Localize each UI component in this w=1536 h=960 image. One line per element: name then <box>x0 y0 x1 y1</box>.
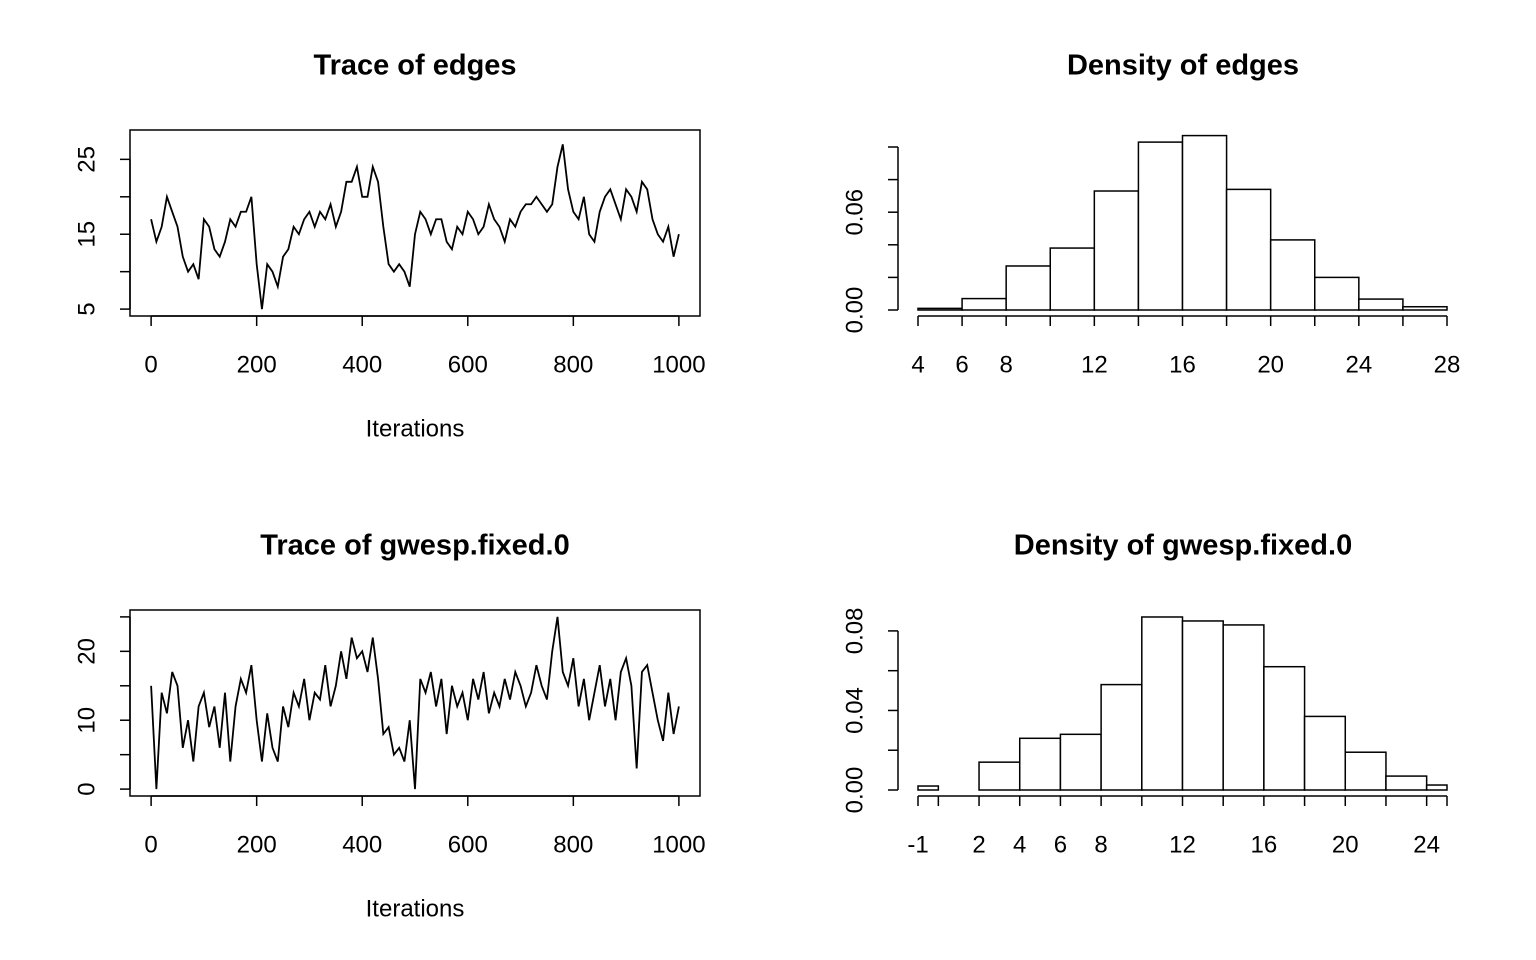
y-tick-label: 5 <box>73 302 100 315</box>
y-tick-label: 20 <box>73 638 100 665</box>
bar <box>978 761 1021 791</box>
bar <box>1358 298 1404 311</box>
x-tick-label: 24 <box>1345 351 1372 378</box>
y-tick-label: 10 <box>73 707 100 734</box>
y-tick-label: 0 <box>73 782 100 795</box>
plot-box <box>129 129 701 317</box>
bar <box>1303 715 1347 791</box>
bar <box>1049 247 1096 311</box>
chart-title: Density of gwesp.fixed.0 <box>1014 530 1352 562</box>
bar <box>1059 733 1102 791</box>
x-tick-label: 28 <box>1434 351 1461 378</box>
x-tick-label: 20 <box>1257 351 1284 378</box>
y-tick-label: 0.04 <box>841 687 868 734</box>
chart-title: Trace of gwesp.fixed.0 <box>260 530 569 562</box>
bar <box>917 785 940 791</box>
bar <box>1402 305 1448 311</box>
bar <box>1314 276 1360 311</box>
x-tick-label: 8 <box>999 351 1012 378</box>
bar <box>1181 134 1228 311</box>
bar <box>1137 141 1184 311</box>
x-tick-label: 12 <box>1081 351 1108 378</box>
x-tick-label: 0 <box>144 831 157 858</box>
x-tick-label: 400 <box>342 831 382 858</box>
bar <box>1100 683 1143 791</box>
x-tick-label: 200 <box>237 351 277 378</box>
x-tick-label: 6 <box>955 351 968 378</box>
y-tick-label: 0.06 <box>841 189 868 236</box>
x-tick-label: 4 <box>1013 831 1026 858</box>
bar <box>1181 620 1224 791</box>
x-tick-label: 200 <box>237 831 277 858</box>
x-tick-label: 1000 <box>652 831 705 858</box>
bar <box>1141 616 1184 791</box>
x-tick-label: 800 <box>553 831 593 858</box>
x-tick-label: 1000 <box>652 351 705 378</box>
bar <box>1005 265 1052 311</box>
y-tick-label: 25 <box>73 146 100 173</box>
bar <box>1385 775 1428 791</box>
x-axis-label: Iterations <box>366 415 465 442</box>
chart-title: Trace of edges <box>313 50 516 82</box>
bar <box>1263 665 1306 791</box>
bar <box>1093 190 1140 311</box>
x-tick-label: 800 <box>553 351 593 378</box>
bar <box>1344 751 1387 791</box>
bar <box>1018 737 1062 791</box>
plot-box <box>129 609 701 797</box>
x-tick-label: 600 <box>448 831 488 858</box>
x-tick-label: 0 <box>144 351 157 378</box>
x-tick-label: 600 <box>448 351 488 378</box>
y-tick-label: 0.00 <box>841 767 868 814</box>
x-tick-label: 400 <box>342 351 382 378</box>
x-axis-label: Iterations <box>366 895 465 922</box>
x-tick-label: 20 <box>1332 831 1359 858</box>
x-tick-label: 2 <box>972 831 985 858</box>
chart-title: Density of edges <box>1067 50 1299 82</box>
x-tick-label: 4 <box>911 351 924 378</box>
bar <box>1222 624 1265 791</box>
y-tick-label: 15 <box>73 221 100 248</box>
x-tick-label: 16 <box>1169 351 1196 378</box>
x-tick-label: 8 <box>1094 831 1107 858</box>
bar <box>1425 784 1448 791</box>
x-tick-label: 12 <box>1169 831 1196 858</box>
bar <box>917 307 963 311</box>
trace-line <box>150 616 680 790</box>
y-tick-label: 0.08 <box>841 608 868 655</box>
trace-line <box>150 144 680 310</box>
y-tick-label: 0.00 <box>841 287 868 334</box>
x-tick-label: 24 <box>1413 831 1440 858</box>
bar <box>961 297 1007 311</box>
bar <box>1225 188 1272 311</box>
x-tick-label: -1 <box>907 831 928 858</box>
bar <box>1269 239 1316 311</box>
x-tick-label: 6 <box>1054 831 1067 858</box>
x-tick-label: 16 <box>1251 831 1278 858</box>
